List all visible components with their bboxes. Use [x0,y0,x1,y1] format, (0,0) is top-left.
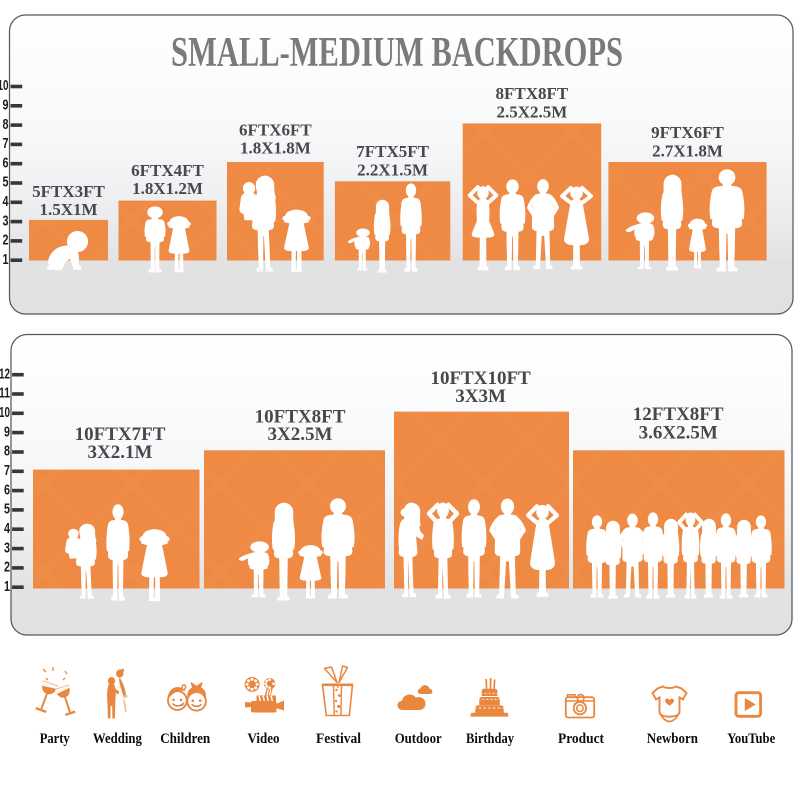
svg-text:10FTX8FT: 10FTX8FT [255,407,346,428]
svg-text:4: 4 [3,193,9,210]
svg-text:Party: Party [40,731,70,747]
svg-text:1.8X1.8M: 1.8X1.8M [240,139,311,158]
svg-text:3X3M: 3X3M [455,386,506,407]
svg-text:6FTX4FT: 6FTX4FT [131,161,204,180]
svg-text:2.2X1.5M: 2.2X1.5M [357,161,428,180]
svg-text:5: 5 [4,501,10,518]
svg-text:12: 12 [0,365,10,382]
svg-text:2.5X2.5M: 2.5X2.5M [496,103,567,122]
svg-text:6FTX6FT: 6FTX6FT [239,121,312,140]
svg-text:8: 8 [4,443,10,460]
svg-text:Wedding: Wedding [93,731,142,747]
svg-text:10: 10 [0,77,9,94]
svg-text:3X2.5M: 3X2.5M [268,424,333,445]
svg-text:8: 8 [3,116,9,133]
svg-text:10: 10 [0,404,10,421]
svg-text:6: 6 [3,154,9,171]
svg-text:5: 5 [3,174,9,191]
svg-text:YouTube: YouTube [727,731,775,747]
svg-text:Video: Video [248,731,280,747]
svg-text:11: 11 [0,385,10,402]
svg-text:9FTX6FT: 9FTX6FT [651,123,724,142]
svg-text:3: 3 [3,212,9,229]
svg-text:Birthday: Birthday [466,731,514,747]
svg-text:1: 1 [4,578,10,595]
svg-text:4: 4 [4,520,10,537]
svg-text:7FTX5FT: 7FTX5FT [356,142,429,161]
svg-text:8FTX8FT: 8FTX8FT [496,84,569,103]
svg-text:9: 9 [4,423,10,440]
svg-text:10FTX10FT: 10FTX10FT [430,368,531,389]
svg-text:3: 3 [4,539,10,556]
svg-text:Newborn: Newborn [647,731,699,747]
svg-text:Outdoor: Outdoor [395,731,442,747]
svg-text:Festival: Festival [316,731,361,747]
svg-text:1: 1 [3,251,9,268]
svg-text:Product: Product [558,731,604,747]
svg-text:Children: Children [160,731,211,747]
svg-text:6: 6 [4,481,10,498]
svg-text:SMALL-MEDIUM BACKDROPS: SMALL-MEDIUM BACKDROPS [171,30,623,76]
svg-text:9: 9 [3,97,9,114]
svg-text:2: 2 [3,232,9,249]
svg-text:1.5X1M: 1.5X1M [39,200,97,219]
svg-text:2.7X1.8M: 2.7X1.8M [652,142,723,161]
svg-text:3.6X2.5M: 3.6X2.5M [639,423,718,444]
svg-text:7: 7 [3,135,9,152]
svg-text:7: 7 [4,462,10,479]
svg-text:10FTX7FT: 10FTX7FT [75,424,166,445]
svg-text:3X2.1M: 3X2.1M [88,442,153,463]
svg-text:1.8X1.2M: 1.8X1.2M [132,179,203,198]
svg-text:2: 2 [4,559,10,576]
svg-text:5FTX3FT: 5FTX3FT [32,182,105,201]
svg-text:12FTX8FT: 12FTX8FT [633,404,724,425]
